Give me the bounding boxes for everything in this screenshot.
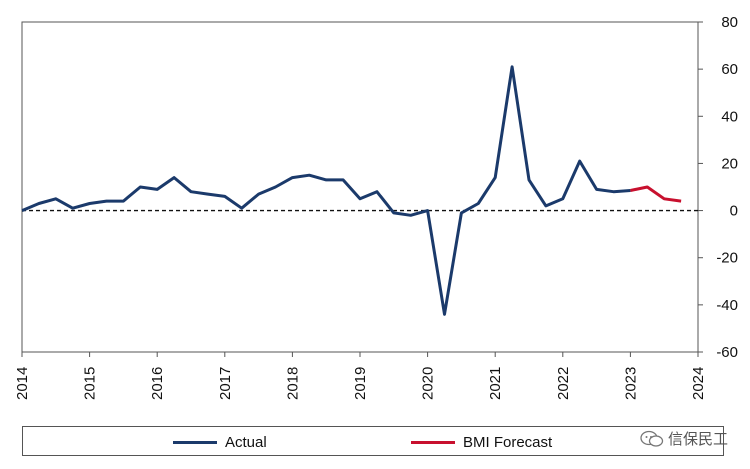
y-tick-label: 80 <box>721 14 738 31</box>
x-tick-label: 2018 <box>284 367 301 400</box>
legend-swatch-forecast <box>411 440 455 444</box>
legend: Actual BMI Forecast <box>22 426 724 456</box>
y-tick-label: -40 <box>716 297 738 314</box>
watermark: 信保民工 <box>640 428 728 449</box>
y-tick-label: 40 <box>721 108 738 125</box>
legend-item-forecast: BMI Forecast <box>411 433 552 451</box>
x-tick-label: 2014 <box>14 367 31 400</box>
legend-label-actual: Actual <box>225 433 267 451</box>
x-tick-label: 2024 <box>690 367 707 400</box>
y-tick-label: 60 <box>721 61 738 78</box>
wechat-icon <box>640 430 664 447</box>
y-tick-label: -20 <box>716 250 738 267</box>
x-tick-label: 2021 <box>487 367 504 400</box>
x-tick-label: 2022 <box>555 367 572 400</box>
legend-label-forecast: BMI Forecast <box>463 433 553 451</box>
legend-item-actual: Actual <box>173 433 267 451</box>
legend-swatch-actual <box>173 440 217 444</box>
x-tick-label: 2016 <box>149 367 166 400</box>
y-tick-label: 0 <box>730 203 738 220</box>
x-tick-label: 2015 <box>82 367 99 400</box>
plot-area <box>21 21 699 353</box>
y-tick-label: -60 <box>716 344 738 361</box>
x-tick-label: 2020 <box>420 367 437 400</box>
series-line-forecast <box>630 185 682 203</box>
x-tick-label: 2017 <box>217 367 234 400</box>
x-tick-label: 2019 <box>352 367 369 400</box>
y-tick-label: 20 <box>721 155 738 172</box>
watermark-text: 信保民工 <box>667 431 728 448</box>
x-tick-label: 2023 <box>622 367 639 400</box>
